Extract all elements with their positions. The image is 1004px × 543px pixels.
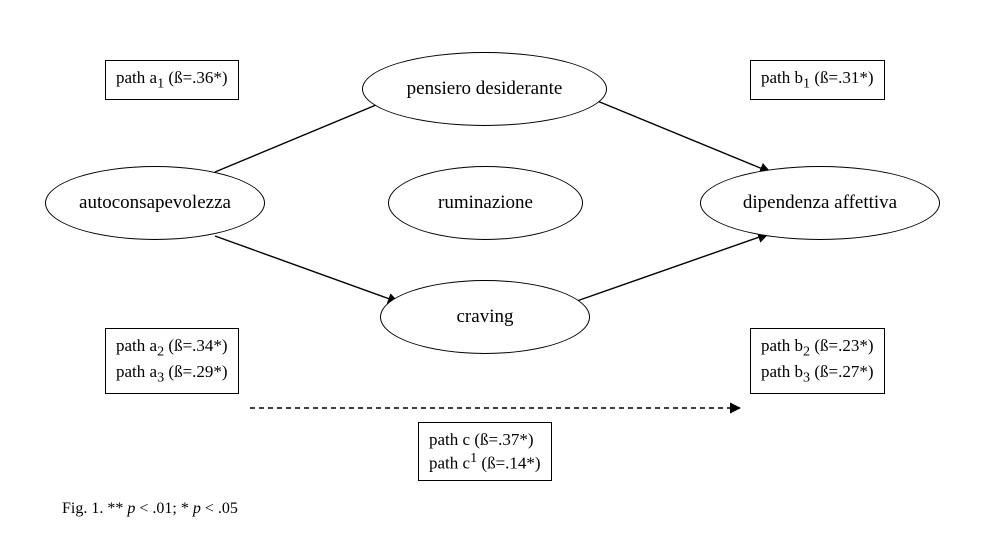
edge-autoconsapevolezza-to-pensiero: [215, 100, 388, 172]
caption-prefix: Fig. 1. **: [62, 500, 127, 517]
node-ruminazione: ruminazione: [388, 166, 583, 240]
path-box-b2-b3: path b2 (ß=.23*)path b3 (ß=.27*): [750, 328, 885, 394]
path-line: path b3 (ß=.27*): [761, 361, 874, 387]
edge-craving-to-dipendenza: [574, 234, 768, 302]
path-line: path a1 (ß=.36*): [116, 67, 228, 93]
node-label: autoconsapevolezza: [79, 192, 231, 214]
node-dipendenza-affettiva: dipendenza affettiva: [700, 166, 940, 240]
path-line: path b2 (ß=.23*): [761, 335, 874, 361]
node-label: ruminazione: [438, 192, 533, 214]
figure-caption: Fig. 1. ** p < .01; * p < .05: [62, 500, 238, 518]
edge-autoconsapevolezza-to-craving: [215, 236, 398, 302]
node-label: pensiero desiderante: [407, 78, 563, 100]
node-autoconsapevolezza: autoconsapevolezza: [45, 166, 265, 240]
path-box-a1: path a1 (ß=.36*): [105, 60, 239, 100]
caption-suffix: < .05: [201, 500, 238, 517]
path-box-b1: path b1 (ß=.31*): [750, 60, 885, 100]
path-box-a2-a3: path a2 (ß=.34*)path a3 (ß=.29*): [105, 328, 239, 394]
node-craving: craving: [380, 280, 590, 354]
path-box-c: path c (ß=.37*)path c1 (ß=.14*): [418, 422, 552, 481]
caption-mid: < .01; *: [135, 500, 192, 517]
path-line: path c1 (ß=.14*): [429, 450, 541, 474]
edge-pensiero-to-dipendenza: [590, 98, 770, 172]
path-line: path a2 (ß=.34*): [116, 335, 228, 361]
path-line: path c (ß=.37*): [429, 429, 541, 450]
path-line: path b1 (ß=.31*): [761, 67, 874, 93]
node-label: dipendenza affettiva: [743, 192, 897, 214]
node-pensiero-desiderante: pensiero desiderante: [362, 52, 607, 126]
path-line: path a3 (ß=.29*): [116, 361, 228, 387]
caption-p2: p: [193, 500, 201, 517]
node-label: craving: [457, 306, 514, 328]
